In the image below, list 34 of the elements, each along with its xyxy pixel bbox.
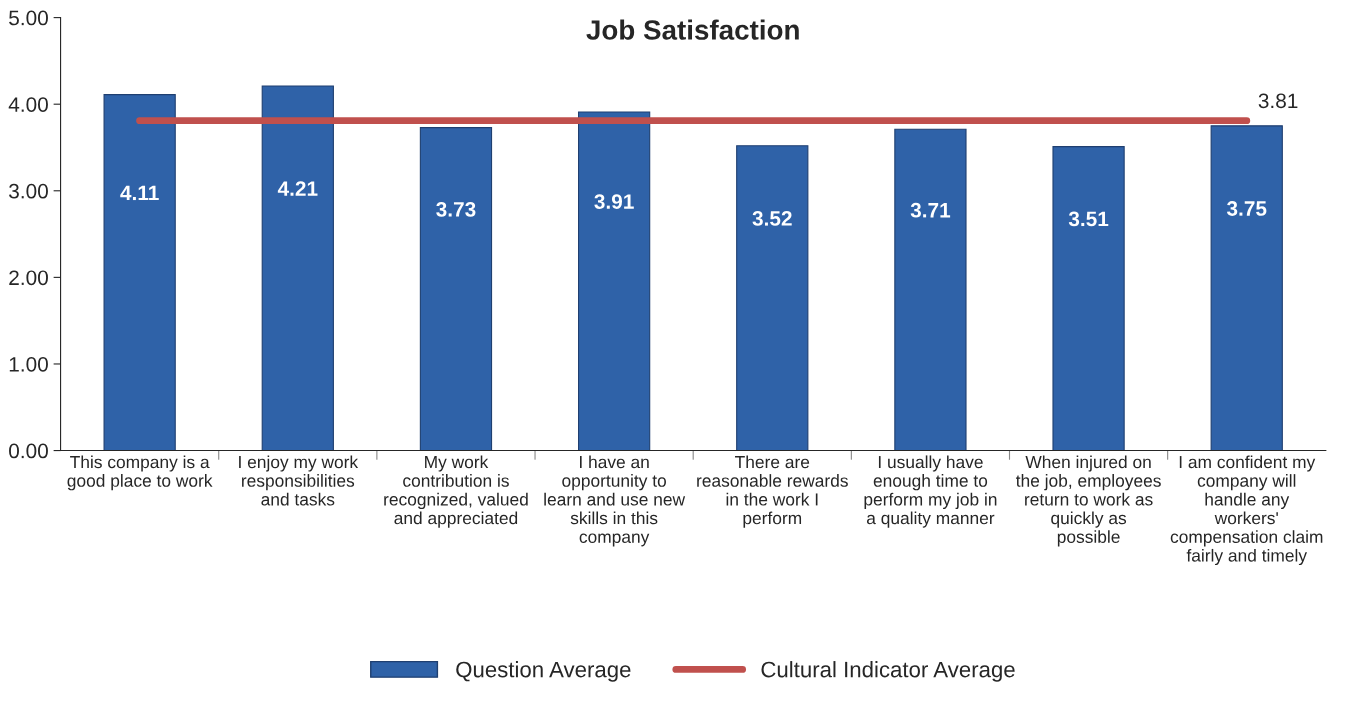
bar bbox=[261, 85, 334, 451]
bar bbox=[1210, 125, 1283, 451]
bar bbox=[419, 127, 493, 451]
bar bbox=[736, 145, 809, 451]
x-tick-label: When injured on the job, employees return to work as quickly as possible bbox=[1015, 455, 1161, 547]
y-tick-label: 5.00 bbox=[9, 10, 48, 26]
y-tick-label: 2.00 bbox=[9, 270, 48, 286]
chart-title: Job Satisfaction bbox=[586, 19, 799, 40]
legend-label: Question Average bbox=[456, 661, 631, 682]
legend-label: Cultural Indicator Average bbox=[761, 661, 1015, 682]
x-tick-label: I am confident my company will handle any workers' compensation claim fairly and timely bbox=[1170, 455, 1323, 566]
bar bbox=[577, 111, 651, 451]
x-tick-label: I usually have enough time to perform my job in a quality manner bbox=[864, 455, 997, 528]
y-tick-label: 3.00 bbox=[9, 183, 48, 199]
x-tick-label: I have an opportunity to learn and use new skills in this company bbox=[544, 455, 686, 547]
bar bbox=[1052, 146, 1125, 451]
x-tick-label: This company is a good place to work bbox=[67, 455, 213, 491]
data-label: 3.71 bbox=[910, 202, 951, 218]
data-label: 3.75 bbox=[1226, 201, 1267, 216]
data-label: 3.81 bbox=[1258, 93, 1298, 109]
data-label: 3.52 bbox=[752, 211, 792, 226]
data-label: 4.11 bbox=[120, 185, 159, 201]
data-label: 4.21 bbox=[277, 181, 318, 196]
data-label: 3.91 bbox=[594, 194, 634, 209]
y-tick-label: 0.00 bbox=[9, 443, 48, 459]
y-tick-label: 4.00 bbox=[8, 97, 48, 112]
bar bbox=[103, 94, 176, 451]
x-tick-label: My work contribution is recognized, valued and appreciated bbox=[384, 455, 528, 528]
y-tick-label: 1.00 bbox=[9, 356, 48, 372]
x-tick-label: There are reasonable rewards in the work I perform bbox=[697, 455, 848, 528]
x-tick-label: I enjoy my work responsibilities and tasks bbox=[239, 455, 359, 506]
data-label: 3.73 bbox=[436, 201, 476, 217]
bar bbox=[894, 128, 967, 451]
data-label: 3.51 bbox=[1068, 211, 1109, 227]
